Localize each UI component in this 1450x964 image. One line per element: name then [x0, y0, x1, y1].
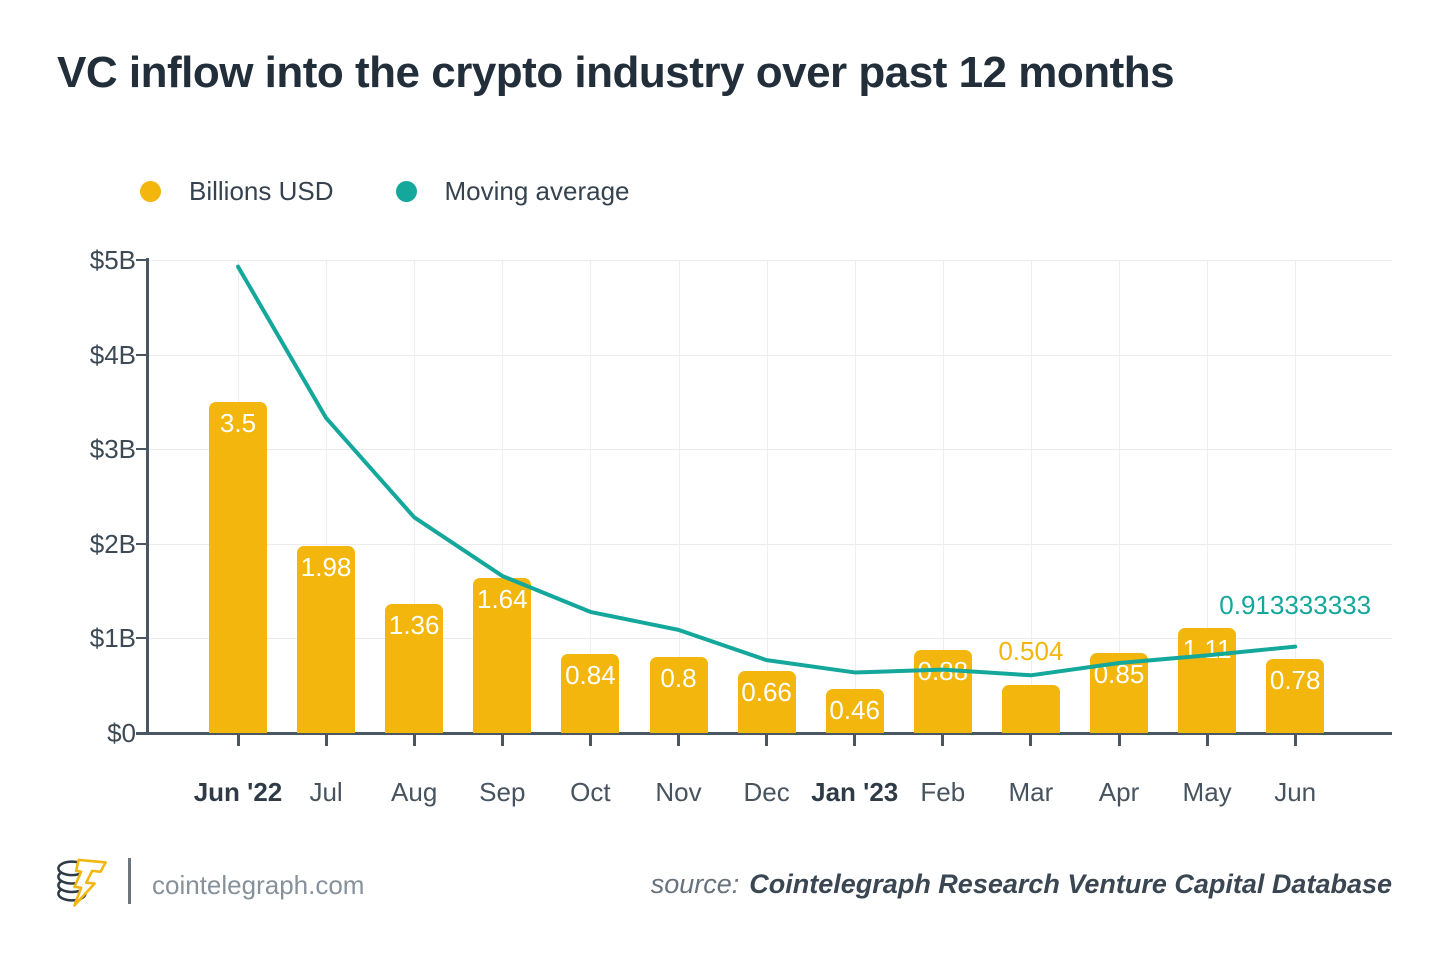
y-axis-label: $4B: [89, 339, 136, 370]
bar-value-label: 0.85: [1093, 658, 1145, 689]
x-axis-tick: [677, 735, 680, 746]
y-axis-line: [146, 258, 149, 735]
legend-dot-billions-usd-icon: [140, 181, 161, 202]
legend-dot-moving-average-icon: [395, 181, 417, 202]
grid-line-horizontal: [148, 260, 1392, 261]
x-axis-label-dec: Dec: [743, 777, 790, 807]
x-axis-tick: [765, 735, 769, 746]
moving-average-end-label: 0.913333333: [1219, 589, 1372, 620]
footer-divider: [128, 858, 131, 904]
y-axis-tick: [136, 448, 148, 451]
x-axis-label-jun: Jun: [1274, 777, 1317, 807]
x-axis-label-may: May: [1182, 777, 1232, 807]
bar-value-label: 0.46: [829, 695, 880, 726]
grid-line-vertical: [854, 260, 856, 733]
legend-item-billions-usd: Billions USD: [140, 176, 334, 207]
legend-item-moving-average: Moving average: [395, 176, 630, 207]
footer-site-url: cointelegraph.com: [152, 870, 365, 900]
bar-jan-23: [825, 689, 884, 733]
bar-value-label: 0.84: [565, 659, 616, 690]
x-axis-label-apr: Apr: [1098, 777, 1140, 807]
bar-value-label: 0.78: [1269, 665, 1321, 696]
x-axis-line: [136, 732, 1392, 735]
y-axis-label: $5B: [89, 245, 136, 275]
x-axis-tick: [588, 735, 592, 746]
legend-label-moving-average: Moving average: [444, 176, 630, 206]
x-axis-label-feb: Feb: [920, 777, 966, 807]
bar-value-label: 0.66: [741, 676, 792, 707]
y-axis-label: $1B: [89, 623, 136, 654]
x-axis-tick: [236, 735, 240, 746]
y-axis-tick: [136, 259, 148, 261]
source-text: Cointelegraph Research Venture Capital D…: [749, 869, 1392, 899]
x-axis-tick: [324, 735, 328, 746]
y-axis-label: $3B: [89, 434, 136, 465]
bar-value-label: 3.5: [219, 407, 257, 438]
grid-line-horizontal: [148, 354, 1392, 356]
bar-value-label: 0.88: [917, 655, 969, 686]
x-axis-tick: [1293, 735, 1297, 746]
bar-mar: [1001, 685, 1060, 733]
y-axis-tick: [136, 353, 148, 356]
y-axis-label: $2B: [89, 528, 136, 559]
x-axis-tick: [412, 735, 416, 746]
bar-value-label: 0.8: [660, 663, 697, 694]
source-prefix: source:: [650, 869, 740, 899]
bar-jun-22: [209, 401, 267, 733]
legend-label-billions-usd: Billions USD: [189, 176, 334, 206]
x-axis-label-jul: Jul: [309, 777, 343, 807]
source-line: source: Cointelegraph Research Venture Ca…: [651, 869, 1392, 900]
grid-line-horizontal: [148, 449, 1392, 451]
bar-value-label: 1.98: [300, 551, 352, 582]
x-axis-label-mar: Mar: [1008, 777, 1054, 807]
chart-title: VC inflow into the crypto industry over …: [57, 48, 1175, 97]
x-axis-tick: [1029, 735, 1033, 746]
x-axis-label-nov: Nov: [655, 777, 702, 807]
y-axis-tick: [136, 542, 148, 545]
grid-line-horizontal: [148, 543, 1392, 545]
x-axis-label-aug: Aug: [391, 777, 438, 807]
x-axis-label-jan-23: Jan '23: [811, 777, 899, 807]
x-axis-tick: [500, 735, 504, 746]
x-axis-tick: [853, 735, 857, 746]
bar-value-label: 1.64: [476, 583, 528, 614]
x-axis-label-sep: Sep: [479, 777, 526, 807]
x-axis-label-oct: Oct: [570, 777, 611, 807]
x-axis-tick: [941, 735, 945, 746]
x-axis-tick: [1205, 735, 1209, 746]
y-axis-tick: [136, 637, 148, 640]
x-axis-tick: [1117, 735, 1121, 746]
y-axis-label: $0: [107, 718, 136, 748]
bar-value-label: 1.36: [388, 610, 440, 641]
legend: Billions USD Moving average: [140, 176, 630, 207]
grid-line-vertical: [766, 260, 768, 733]
bar-value-label-above: 0.504: [998, 636, 1064, 667]
cointelegraph-logo-icon: [57, 858, 107, 907]
x-axis-label-jun-22: Jun '22: [193, 777, 283, 807]
bar-value-label: 1.11: [1182, 633, 1232, 664]
bar-dec: [737, 670, 796, 733]
